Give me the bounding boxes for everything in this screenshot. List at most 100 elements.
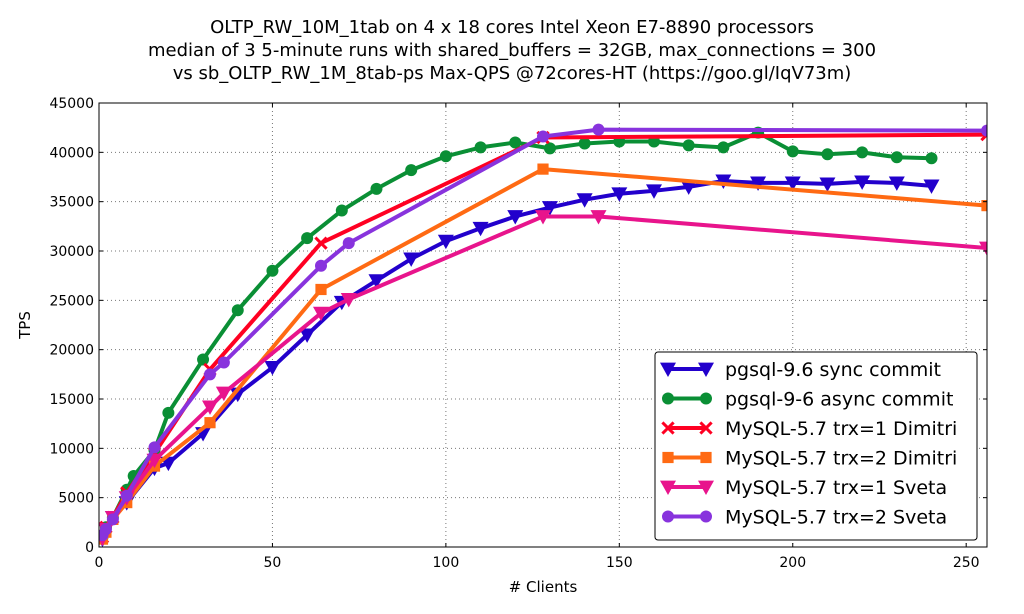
title-line-1: OLTP_RW_10M_1tab on 4 x 18 cores Intel X… [210, 17, 814, 38]
data-point [590, 210, 607, 225]
data-point [646, 184, 662, 199]
legend-marker [700, 451, 712, 464]
data-point [368, 274, 385, 289]
legend-marker [662, 510, 674, 523]
data-point [592, 123, 605, 136]
y-tick-label: 0 [85, 540, 94, 556]
data-point [405, 164, 418, 177]
series-mysql-5-7-trx-2-sveta [99, 123, 987, 542]
y-tick-label: 45000 [49, 96, 94, 112]
data-point [231, 304, 244, 317]
data-point [335, 204, 348, 217]
data-point [301, 232, 314, 245]
data-point [204, 417, 216, 429]
data-point [821, 148, 834, 161]
data-point [342, 237, 355, 250]
legend: pgsql-9.6 sync commit pgsql-9-6 async com… [654, 351, 978, 541]
legend-marker [698, 362, 714, 377]
legend-marker [700, 392, 712, 405]
legend-marker [699, 421, 713, 435]
x-tick-label: 250 [953, 555, 980, 571]
data-point [370, 182, 383, 195]
legend-label: pgsql-9.6 sync commit [725, 359, 941, 381]
data-point [148, 441, 161, 454]
data-point [204, 368, 216, 381]
data-point [923, 179, 940, 194]
legend-box [654, 351, 978, 541]
data-point [509, 136, 522, 149]
x-tick-label: 200 [779, 555, 806, 571]
x-tick-label: 100 [433, 555, 460, 571]
data-point [890, 151, 903, 164]
y-tick-label: 35000 [49, 195, 94, 211]
data-point [264, 361, 281, 376]
data-point [786, 145, 799, 158]
chart-title: OLTP_RW_10M_1tab on 4 x 18 cores Intel X… [148, 17, 876, 84]
data-point [120, 489, 133, 502]
data-point [925, 152, 938, 165]
y-tick-label: 10000 [49, 441, 94, 457]
data-point [715, 174, 732, 189]
plot-frame [98, 102, 988, 548]
data-point [313, 306, 329, 322]
data-point [856, 146, 869, 159]
data-point [314, 236, 328, 250]
data-point [202, 400, 218, 415]
data-point [472, 221, 489, 237]
data-point [541, 201, 558, 216]
data-point [315, 283, 327, 296]
legend-item: MySQL-5.7 trx=1 Dimitri [661, 418, 957, 440]
data-point [474, 141, 487, 154]
x-tick-label: 0 [95, 555, 104, 571]
legend-marker [662, 451, 674, 464]
data-point [507, 210, 524, 225]
data-point [819, 177, 836, 192]
data-point [439, 150, 452, 163]
data-point [717, 141, 730, 154]
x-tick-label: 150 [606, 555, 633, 571]
data-point [99, 523, 112, 536]
y-tick-label: 30000 [49, 244, 94, 260]
data-point [315, 259, 327, 272]
data-point [535, 210, 551, 225]
data-point [682, 139, 695, 152]
data-point [403, 252, 420, 267]
y-tick-label: 40000 [49, 145, 94, 161]
x-tick-label: 50 [264, 555, 282, 571]
axis-ticks: 0 50 100 150 200 250 0 5000 10000 15000 20000 25000… [49, 96, 987, 571]
legend-marker [662, 392, 674, 405]
legend-item: MySQL-5.7 trx=2 Dimitri [662, 448, 957, 470]
data-point [981, 200, 987, 212]
y-axis-label: TPS [16, 311, 34, 340]
data-point [340, 292, 357, 308]
series-group [99, 123, 987, 547]
data-point [217, 356, 230, 369]
data-point [854, 175, 871, 190]
legend-label: MySQL-5.7 trx=1 Dimitri [725, 418, 957, 440]
data-point [680, 180, 697, 195]
legend-label: MySQL-5.7 trx=2 Sveta [725, 507, 947, 529]
legend-marker [660, 480, 676, 495]
legend-marker [660, 362, 676, 377]
data-point [981, 124, 987, 137]
data-point [750, 176, 767, 191]
data-point [576, 193, 593, 208]
data-point [437, 234, 454, 250]
legend-marker [700, 510, 712, 523]
data-point [784, 176, 801, 191]
y-tick-label: 20000 [49, 343, 94, 359]
legend-item: MySQL-5.7 trx=2 Sveta [662, 507, 947, 529]
data-point [106, 513, 119, 526]
data-point [543, 142, 556, 155]
data-point [266, 264, 279, 277]
x-axis-label: # Clients [509, 578, 578, 596]
data-point [611, 187, 628, 202]
legend-item: pgsql-9-6 async commit [662, 389, 953, 411]
legend-marker [698, 480, 714, 495]
y-tick-label: 5000 [58, 491, 94, 507]
series-line [100, 178, 932, 540]
data-point [537, 163, 549, 175]
data-point [162, 406, 175, 419]
data-point [299, 328, 316, 343]
